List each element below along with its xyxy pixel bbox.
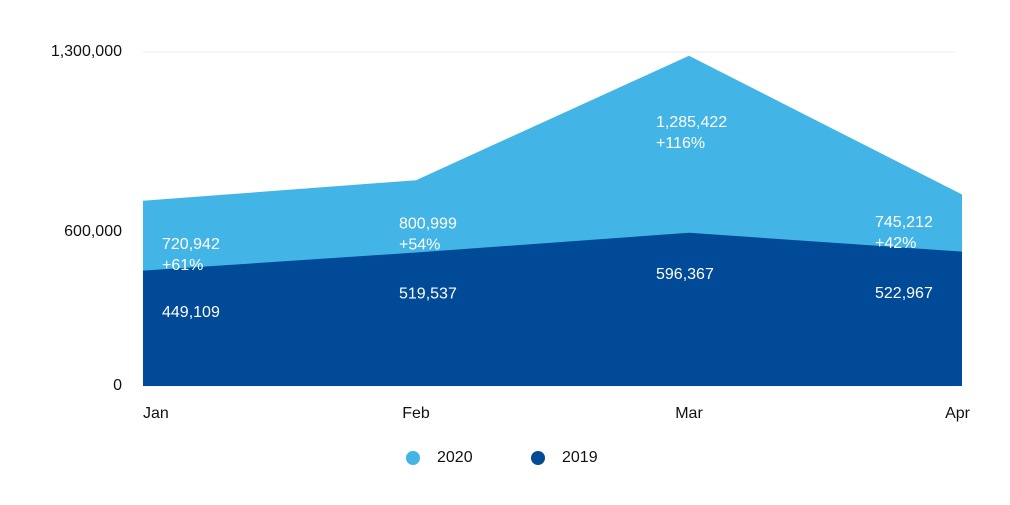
- x-tick-label: Jan: [143, 405, 169, 422]
- change-label: +42%: [875, 235, 916, 252]
- value-label: 745,212: [875, 214, 933, 231]
- value-label: 519,537: [399, 286, 457, 303]
- area-1: [143, 232, 962, 386]
- change-label: +61%: [162, 257, 203, 274]
- y-tick-label: 1,300,000: [51, 43, 122, 60]
- legend-swatch: [531, 451, 545, 465]
- change-label: +54%: [399, 236, 440, 253]
- value-label: 596,367: [656, 266, 714, 283]
- value-label: 800,999: [399, 215, 457, 232]
- value-label: 1,285,422: [656, 114, 727, 131]
- change-label: +116%: [656, 135, 705, 152]
- x-tick-label: Mar: [675, 405, 703, 422]
- legend-label: 2019: [562, 449, 598, 466]
- value-label: 449,109: [162, 304, 220, 321]
- legend-label: 2020: [437, 449, 473, 466]
- x-tick-label: Feb: [402, 405, 430, 422]
- value-label: 522,967: [875, 285, 933, 302]
- x-tick-label: Apr: [945, 405, 971, 422]
- y-tick-label: 0: [113, 377, 122, 394]
- y-tick-label: 600,000: [64, 223, 122, 240]
- legend-swatch: [406, 451, 420, 465]
- value-label: 720,942: [162, 236, 220, 253]
